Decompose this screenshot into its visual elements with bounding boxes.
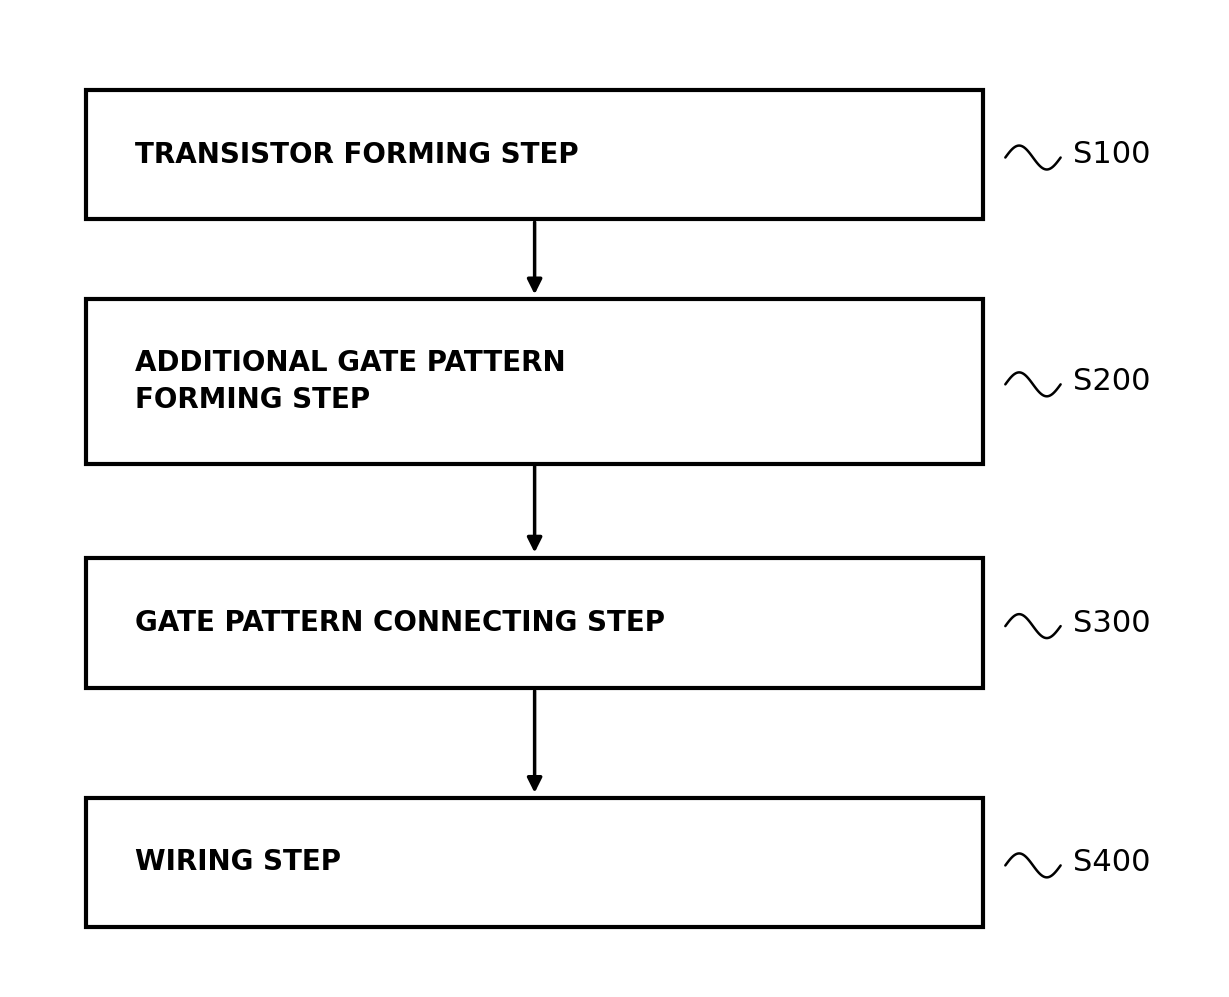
Bar <box>86 90 983 219</box>
Text: WIRING STEP: WIRING STEP <box>135 848 342 876</box>
Text: TRANSISTOR FORMING STEP: TRANSISTOR FORMING STEP <box>135 141 579 168</box>
Text: S200: S200 <box>1073 367 1150 396</box>
Text: ADDITIONAL GATE PATTERN
FORMING STEP: ADDITIONAL GATE PATTERN FORMING STEP <box>135 349 565 414</box>
Text: GATE PATTERN CONNECTING STEP: GATE PATTERN CONNECTING STEP <box>135 609 665 637</box>
Text: S400: S400 <box>1073 847 1150 877</box>
Text: S100: S100 <box>1073 140 1150 169</box>
Bar <box>86 798 983 927</box>
Bar <box>86 558 983 688</box>
Text: S300: S300 <box>1073 608 1150 638</box>
Bar <box>86 299 983 464</box>
